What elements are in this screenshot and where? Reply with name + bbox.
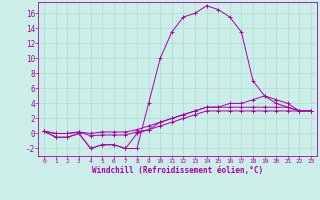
X-axis label: Windchill (Refroidissement éolien,°C): Windchill (Refroidissement éolien,°C) <box>92 166 263 175</box>
